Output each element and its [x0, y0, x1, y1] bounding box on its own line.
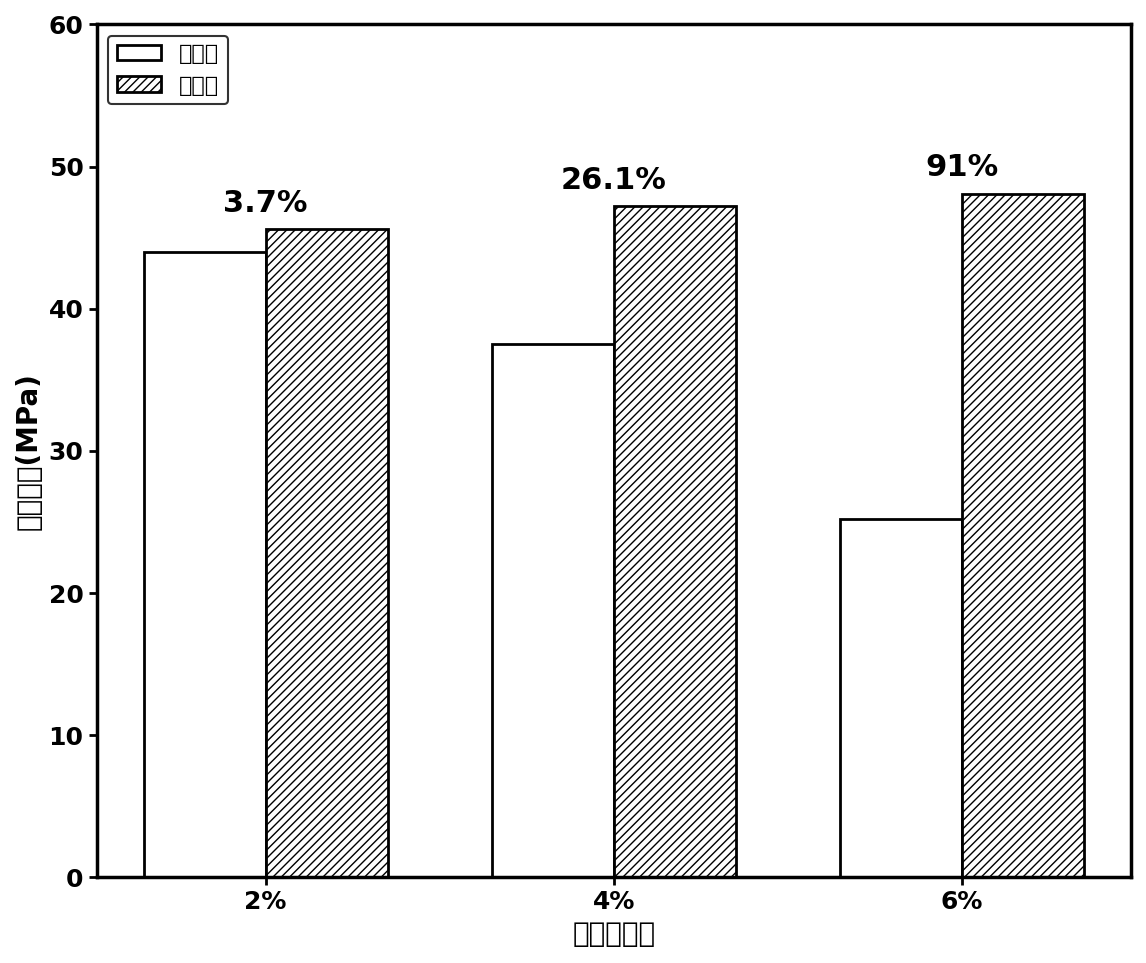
Y-axis label: 抗压强度(MPa): 抗压强度(MPa): [15, 372, 44, 530]
Text: 3.7%: 3.7%: [223, 189, 308, 218]
Bar: [143, 252, 266, 877]
Text: 91%: 91%: [926, 153, 998, 182]
Bar: [266, 229, 387, 877]
Bar: [492, 345, 614, 877]
Text: 26.1%: 26.1%: [560, 166, 667, 195]
Bar: [963, 194, 1084, 877]
Bar: [614, 206, 736, 877]
Bar: [840, 519, 963, 877]
X-axis label: 自愈剂加量: 自愈剂加量: [572, 920, 656, 948]
Legend: 修复前, 修复后: 修复前, 修复后: [108, 36, 228, 105]
